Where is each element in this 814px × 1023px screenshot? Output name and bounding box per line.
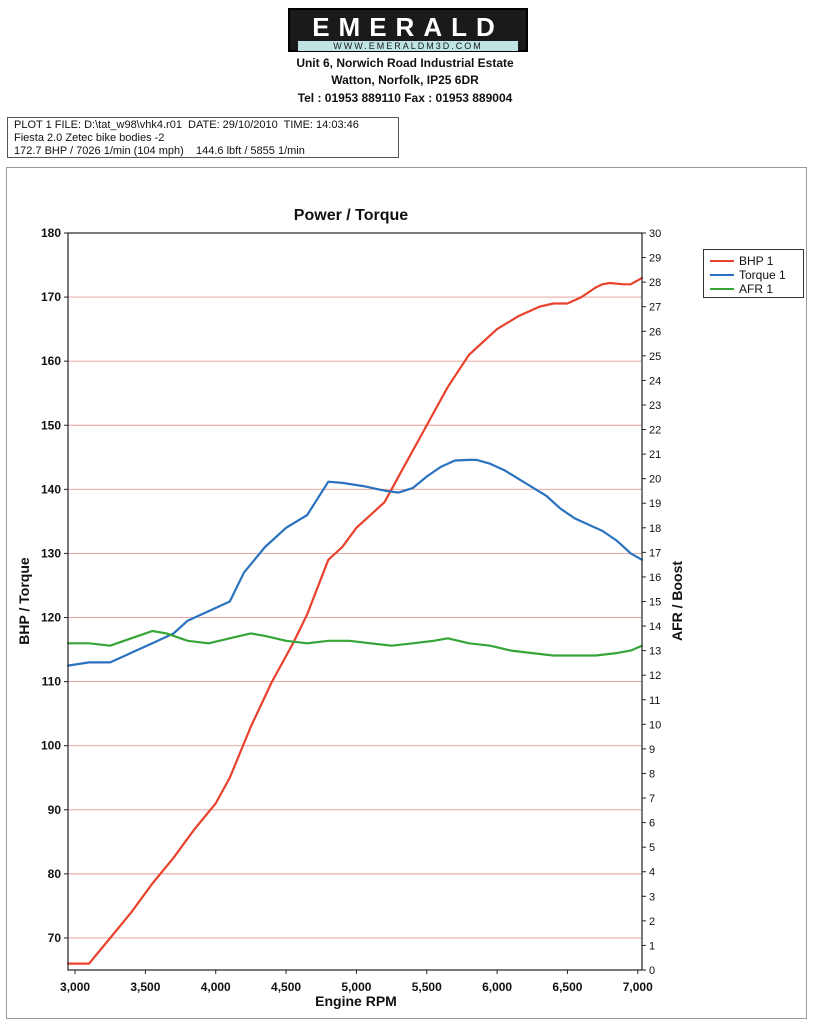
right-tick-label: 29 [649, 253, 661, 265]
left-tick-label: 160 [41, 354, 61, 368]
address-line-2: Watton, Norfolk, IP25 6DR [331, 73, 479, 87]
right-tick-label: 19 [649, 498, 661, 510]
left-tick-label: 180 [41, 226, 61, 240]
right-tick-label: 21 [649, 449, 661, 461]
x-tick-label: 3,000 [60, 980, 90, 994]
x-tick-label: 7,000 [623, 980, 653, 994]
x-axis-ticks: 3,000 3,500 4,000 4,500 5,000 5,500 6,000 6,500… [60, 970, 653, 994]
right-axis-label: AFR / Boost [669, 561, 685, 641]
left-tick-label: 90 [48, 803, 62, 817]
legend-swatch-bhp [710, 259, 734, 262]
left-tick-label: 110 [42, 675, 62, 689]
logo-url: WWW.EMERALDM3D.COM [298, 41, 518, 51]
right-tick-label: 0 [649, 965, 655, 977]
legend-item-afr: AFR 1 [710, 281, 773, 296]
plot-file-info: PLOT 1 FILE: D:\tat_w98\vhk4.r01 DATE: 2… [14, 119, 359, 131]
right-tick-label: 3 [649, 891, 655, 903]
chart-title: Power / Torque [294, 207, 408, 224]
left-tick-label: 100 [41, 739, 61, 753]
left-tick-label: 150 [41, 418, 61, 432]
plot-area-border [67, 232, 643, 971]
right-tick-label: 15 [649, 597, 661, 609]
peak-figures: 172.7 BHP / 7026 1/min (104 mph) 144.6 l… [14, 145, 305, 157]
right-tick-label: 28 [649, 277, 661, 289]
right-tick-label: 9 [649, 744, 655, 756]
legend-swatch-torque [710, 273, 734, 276]
x-tick-label: 6,500 [552, 980, 582, 994]
left-tick-label: 170 [41, 290, 61, 304]
right-tick-label: 18 [649, 523, 661, 535]
right-tick-label: 2 [649, 916, 655, 928]
right-tick-label: 27 [649, 302, 661, 314]
x-tick-label: 5,000 [341, 980, 371, 994]
left-axis-label: BHP / Torque [16, 557, 32, 645]
right-tick-label: 14 [649, 621, 661, 633]
right-tick-label: 1 [649, 940, 655, 952]
logo-name: EMERALD [312, 12, 504, 42]
left-axis-ticks: 70 80 90 100 110 120 130 140 150 160 170 180 [41, 226, 68, 945]
bhp-series-line [66, 276, 644, 965]
legend-swatch-afr [710, 287, 734, 290]
legend-item-torque: Torque 1 [710, 267, 786, 282]
chart-legend: BHP 1 Torque 1 AFR 1 [703, 249, 804, 298]
x-tick-label: 3,500 [130, 980, 160, 994]
plot-info-box: PLOT 1 FILE: D:\tat_w98\vhk4.r01 DATE: 2… [7, 117, 399, 158]
emerald-logo: EMERALD WWW.EMERALDM3D.COM [288, 8, 528, 52]
left-tick-label: 70 [48, 931, 62, 945]
legend-label-torque: Torque 1 [739, 267, 786, 282]
left-tick-label: 130 [41, 546, 61, 560]
chart-frame [6, 167, 807, 1019]
torque-series-line [66, 458, 644, 667]
right-tick-label: 6 [649, 818, 655, 830]
left-tick-label: 80 [48, 867, 62, 881]
afr-series-line [66, 629, 644, 657]
x-tick-label: 5,500 [412, 980, 442, 994]
vehicle-description: Fiesta 2.0 Zetec bike bodies -2 [14, 132, 165, 144]
legend-label-afr: AFR 1 [739, 281, 774, 296]
x-tick-label: 6,000 [482, 980, 512, 994]
right-axis-ticks: 0123456789101112131415161718192021222324… [642, 228, 661, 977]
right-tick-label: 25 [649, 351, 661, 363]
right-tick-label: 26 [649, 326, 661, 338]
right-tick-label: 4 [649, 867, 655, 879]
left-tick-label: 120 [41, 611, 61, 625]
x-tick-label: 4,000 [201, 980, 231, 994]
right-tick-label: 13 [649, 646, 661, 658]
address-line-1: Unit 6, Norwich Road Industrial Estate [296, 56, 514, 70]
left-tick-label: 140 [41, 482, 61, 496]
right-tick-label: 7 [649, 793, 655, 805]
right-tick-label: 8 [649, 768, 655, 780]
right-tick-label: 23 [649, 400, 661, 412]
legend-item-bhp: BHP 1 [710, 253, 773, 268]
right-tick-label: 10 [649, 719, 661, 731]
right-tick-label: 11 [649, 695, 660, 707]
right-tick-label: 12 [649, 670, 661, 682]
right-tick-label: 20 [649, 474, 661, 486]
grid-lines [68, 232, 642, 939]
contact-line: Tel : 01953 889110 Fax : 01953 889004 [297, 91, 513, 105]
series-layer [66, 276, 644, 965]
right-tick-label: 22 [649, 425, 661, 437]
x-axis-label: Engine RPM [315, 993, 397, 1009]
legend-label-bhp: BHP 1 [739, 253, 774, 268]
right-tick-label: 30 [649, 228, 661, 240]
right-tick-label: 5 [649, 842, 655, 854]
x-tick-label: 4,500 [271, 980, 301, 994]
right-tick-label: 16 [649, 572, 661, 584]
right-tick-label: 17 [649, 547, 661, 559]
right-tick-label: 24 [649, 375, 661, 387]
